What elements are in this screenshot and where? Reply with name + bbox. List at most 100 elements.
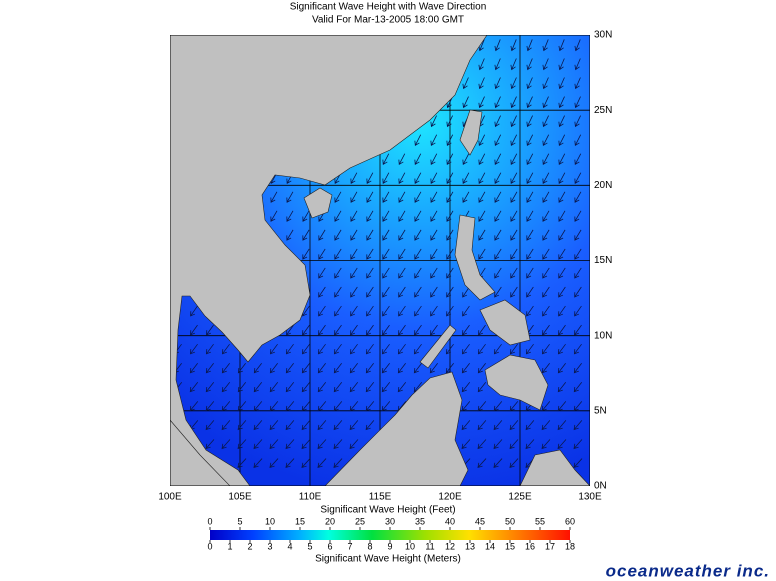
wave-arrow [205, 382, 215, 393]
feet-tick-label: 25 [355, 516, 365, 526]
title: Significant Wave Height with Wave Direct… [290, 2, 487, 13]
meters-tick-label: 8 [367, 541, 372, 551]
wave-arrow [414, 134, 422, 147]
wave-arrow [221, 401, 231, 412]
wave-arrow [253, 401, 263, 412]
wave-arrow [478, 324, 486, 336]
wave-arrow [574, 305, 582, 317]
wave-arrow [349, 420, 359, 431]
wave-arrow [285, 458, 295, 469]
wave-arrow [558, 96, 565, 109]
wave-arrow [510, 39, 517, 52]
wave-arrow [286, 210, 294, 222]
wave-arrow [189, 401, 199, 412]
wave-arrow [493, 439, 503, 450]
meters-tick-label: 14 [485, 541, 495, 551]
wave-arrow [526, 229, 534, 241]
wave-arrow [349, 362, 358, 374]
wave-arrow [509, 420, 519, 431]
lon-label: 115E [369, 492, 392, 503]
wave-arrow [557, 382, 567, 393]
wave-arrow [237, 439, 247, 450]
wave-arrow [430, 305, 438, 317]
feet-tick-label: 40 [445, 516, 455, 526]
wave-arrow [462, 96, 469, 109]
wave-arrow [189, 362, 198, 374]
wave-arrow [462, 286, 470, 298]
wave-arrow [541, 420, 551, 431]
wave-arrow [574, 191, 582, 203]
wave-arrow [526, 191, 534, 203]
lat-label: 30N [594, 30, 612, 41]
wave-arrow [478, 96, 485, 109]
wave-arrow [382, 210, 390, 222]
wave-arrow [397, 343, 406, 355]
lon-label: 120E [438, 492, 462, 503]
wave-arrow [414, 286, 422, 298]
wave-arrow [221, 343, 230, 355]
wave-arrow [574, 96, 581, 109]
wave-arrow [526, 305, 534, 317]
wave-arrow [526, 77, 533, 90]
wave-arrow [349, 439, 359, 450]
wave-arrow [398, 267, 406, 279]
wave-arrow [334, 324, 342, 336]
wave-arrow [334, 210, 342, 222]
wave-arrow [430, 115, 437, 128]
wave-arrow [542, 58, 549, 71]
wave-arrow [494, 134, 502, 147]
wave-arrow [398, 305, 406, 317]
feet-tick-label: 20 [325, 516, 335, 526]
wave-arrow [509, 439, 519, 450]
wave-arrow [350, 267, 358, 279]
wave-arrow [462, 191, 470, 203]
wave-arrow [446, 229, 454, 241]
wave-arrow [334, 286, 342, 298]
wave-arrow [462, 172, 470, 184]
wave-arrow [478, 248, 486, 260]
wave-arrow [301, 420, 311, 431]
wave-arrow [461, 362, 470, 374]
wave-arrow [430, 248, 438, 260]
wave-arrow [478, 39, 485, 52]
wave-arrow [237, 401, 247, 412]
wave-arrow [397, 362, 406, 374]
feet-tick-label: 0 [207, 516, 212, 526]
meters-tick-label: 9 [387, 541, 392, 551]
wave-arrow [349, 401, 359, 412]
meters-tick-label: 0 [207, 541, 212, 551]
wave-arrow [269, 382, 279, 393]
wave-arrow [237, 362, 246, 374]
wave-arrow [462, 153, 470, 165]
wave-arrow [574, 58, 581, 71]
wave-arrow [574, 229, 582, 241]
wave-arrow [381, 343, 390, 355]
wave-arrow [413, 343, 422, 355]
wave-arrow [382, 248, 390, 260]
wave-arrow [557, 420, 567, 431]
wave-arrow [541, 401, 551, 412]
wave-arrow [574, 172, 582, 184]
wave-arrow [382, 324, 390, 336]
wave-arrow [205, 362, 214, 374]
wave-arrow [574, 153, 582, 165]
meters-title: Significant Wave Height (Meters) [315, 554, 461, 565]
wave-arrow [430, 229, 438, 241]
wave-arrow [366, 267, 374, 279]
wave-arrow [317, 382, 327, 393]
wave-arrow [285, 343, 294, 355]
map [170, 35, 590, 486]
wave-arrow [382, 191, 390, 203]
wave-arrow [301, 343, 310, 355]
wave-arrow [509, 458, 519, 469]
wave-arrow [557, 362, 566, 374]
wave-arrow [542, 324, 550, 336]
wave-arrow [381, 401, 391, 412]
wave-arrow [382, 153, 390, 165]
wave-arrow [189, 382, 199, 393]
wave-arrow [366, 191, 374, 203]
wave-arrow [430, 286, 438, 298]
meters-tick-label: 11 [425, 541, 434, 551]
wave-arrow [542, 96, 549, 109]
wave-arrow [301, 458, 311, 469]
